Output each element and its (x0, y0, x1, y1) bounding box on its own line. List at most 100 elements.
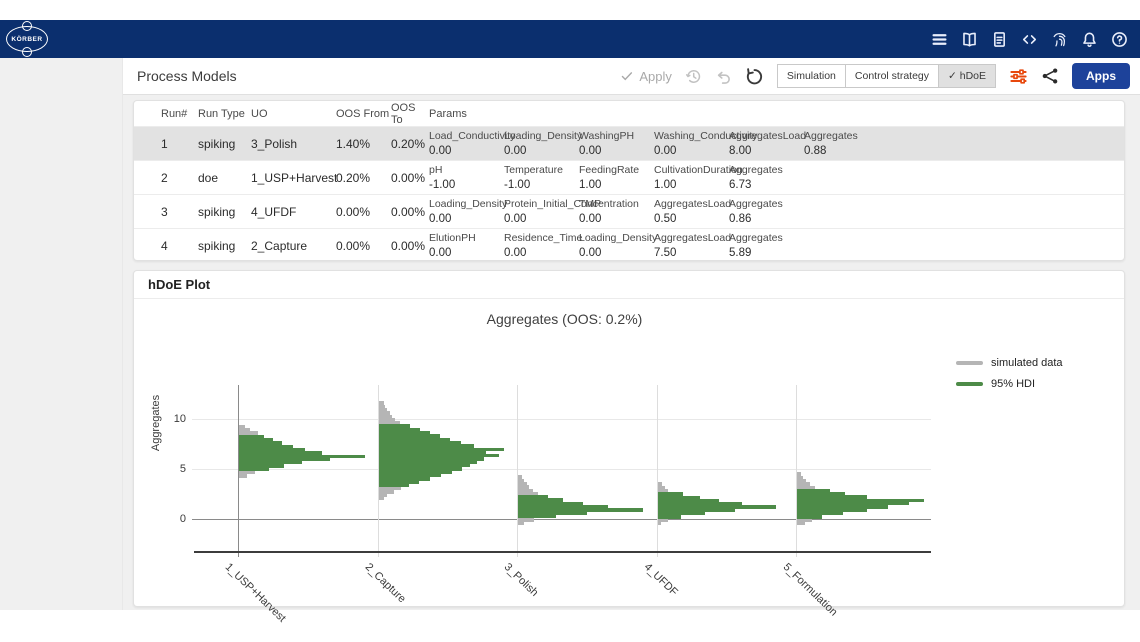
menu-icon[interactable] (930, 30, 948, 48)
simulated-bar (518, 485, 530, 489)
cell-params: ElutionPH 0.00 Residence_Time 0.00 Loading_D… (429, 230, 1124, 260)
hdi-bar (378, 434, 440, 438)
param-block: Temperature -1.00 (504, 162, 579, 193)
param-value: 8.00 (729, 145, 752, 158)
hdi-bar (378, 470, 453, 474)
fingerprint-icon[interactable] (1050, 30, 1068, 48)
runs-table-header: Run# Run Type UO OOS From OOS To Params (134, 101, 1124, 126)
hdoe-plot-card: hDoE Plot Aggregates (OOS: 0.2%) Aggrega… (133, 270, 1125, 625)
hdi-bar (239, 451, 323, 455)
param-block: WashingPH 0.00 (579, 128, 654, 159)
param-name: Protein_Initial_Concentration (504, 198, 639, 211)
param-block: Aggregates 6.73 (729, 162, 804, 193)
hdi-bar (518, 501, 583, 506)
simulated-bar (657, 521, 662, 526)
param-name: Temperature (504, 164, 563, 177)
document-icon[interactable] (990, 30, 1008, 48)
param-name: Aggregates (729, 198, 783, 211)
simulated-bar (378, 404, 385, 408)
simulated-bar (378, 401, 384, 405)
simulated-bar (378, 421, 400, 425)
xtick-label-5: 5_Formulation (780, 561, 840, 619)
hdi-bar (378, 464, 470, 468)
param-name: Aggregates (729, 232, 783, 245)
cell-oos-from: 0.00% (336, 204, 371, 219)
param-block: pH -1.00 (429, 162, 504, 193)
gridline-y-5 (192, 469, 931, 470)
hdi-bar (657, 508, 736, 513)
main-content: Process Models Apply Simulation Control s… (123, 58, 1140, 625)
app-header-bar: KÖRBER (0, 20, 1140, 58)
param-block: Washing_Conductivity 0.00 (654, 128, 758, 159)
gridline-y-0 (192, 519, 931, 520)
toggle-control-strategy[interactable]: Control strategy (845, 64, 940, 88)
book-icon[interactable] (960, 30, 978, 48)
param-name: Aggregates (729, 164, 783, 177)
param-name: Washing_Conductivity (654, 130, 758, 143)
simulated-bar (518, 481, 527, 486)
param-name: Loading_Density (504, 130, 583, 143)
hdi-bar (378, 483, 409, 488)
cell-oos-from: 0.20% (336, 170, 371, 185)
hdi-bar (518, 508, 643, 512)
hdi-bar (239, 467, 270, 472)
undo-icon[interactable] (715, 68, 732, 85)
cell-run-type: spiking (198, 136, 236, 151)
param-block: Loading_Density 0.00 (504, 128, 583, 159)
tune-icon[interactable] (1009, 67, 1028, 86)
simulated-bar (378, 414, 393, 418)
page-title: Process Models (137, 68, 237, 84)
simulated-bar (518, 488, 533, 492)
hdi-bar (378, 437, 450, 441)
cell-oos-to: 0.00% (391, 170, 426, 185)
param-block: AggregatesLoad 8.00 (729, 128, 806, 159)
category-baseline-4 (656, 385, 658, 557)
apps-button[interactable]: Apps (1072, 63, 1130, 89)
hdi-bar (518, 505, 608, 509)
hdi-bar (378, 440, 461, 445)
cell-oos-to: 0.20% (391, 136, 426, 151)
hdi-bar (657, 512, 705, 516)
apply-button[interactable]: Apply (620, 69, 672, 84)
hdi-bar (797, 498, 924, 503)
hdi-bar (378, 444, 474, 448)
param-block: Residence_Time 0.00 (504, 230, 582, 260)
table-row[interactable]: 3 spiking 4_UFDF 0.00% 0.00% Loading_Density 0… (134, 194, 1124, 228)
toggle--hdoe[interactable]: ✓ hDoE (939, 64, 996, 88)
cell-params: pH -1.00 Temperature -1.00 FeedingRate 1.00 Cu… (429, 162, 1124, 193)
xtick-label-1: 1_USP+Harvest (222, 561, 288, 625)
simulated-bar (518, 518, 535, 522)
hdi-bar (378, 454, 499, 458)
korber-logo[interactable]: KÖRBER (6, 21, 48, 57)
param-value: 0.00 (429, 145, 452, 158)
param-name: Aggregates (804, 130, 858, 143)
category-baseline-1 (238, 385, 239, 557)
param-value: 0.00 (429, 247, 452, 260)
cell-uo: 3_Polish (251, 136, 298, 151)
hdi-bar (239, 441, 282, 445)
toggle-simulation[interactable]: Simulation (776, 64, 846, 88)
hdi-bar (378, 447, 504, 451)
param-name: Load_Conductivity (429, 130, 516, 143)
param-name: pH (429, 164, 443, 177)
param-block: AggregatesLoad 0.50 (654, 196, 731, 227)
param-value: 5.89 (729, 247, 752, 260)
bell-icon[interactable] (1080, 30, 1098, 48)
share-icon[interactable] (1041, 67, 1059, 85)
hdi-bar (797, 488, 831, 493)
redo-rotate-icon[interactable] (745, 67, 764, 86)
history-icon[interactable] (685, 68, 702, 85)
param-value: 0.00 (579, 213, 602, 226)
cell-oos-from: 0.00% (336, 238, 371, 253)
simulated-bar (797, 482, 810, 486)
code-icon[interactable] (1020, 30, 1038, 48)
table-row[interactable]: 1 spiking 3_Polish 1.40% 0.20% Load_Conductiv… (134, 126, 1124, 160)
simulated-bar (797, 485, 815, 489)
table-row[interactable]: 2 doe 1_USP+Harvest 0.20% 0.00% pH -1.00 Temper… (134, 160, 1124, 194)
table-row[interactable]: 4 spiking 2_Capture 0.00% 0.00% ElutionPH 0.00… (134, 228, 1124, 260)
param-value: 7.50 (654, 247, 677, 260)
help-icon[interactable] (1110, 30, 1128, 48)
hdi-bar (239, 464, 285, 468)
col-header-uo: UO (251, 107, 268, 120)
param-name: ElutionPH (429, 232, 476, 245)
